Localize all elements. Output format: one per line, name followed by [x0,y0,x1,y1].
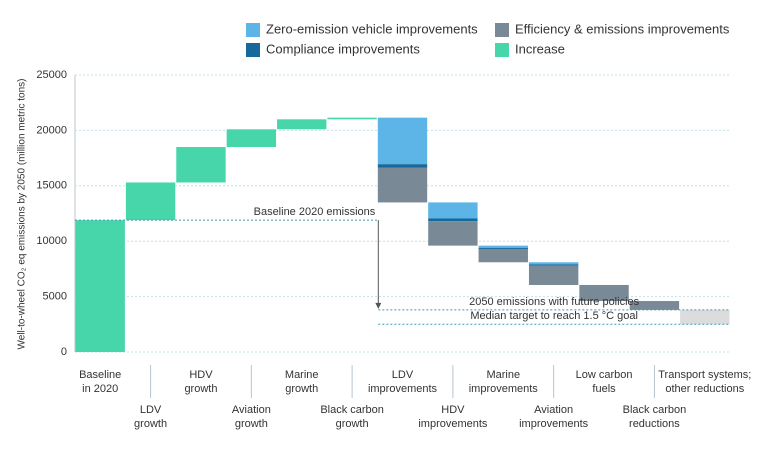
bar-segment [377,117,428,165]
legend-swatch [495,43,509,57]
x-tick-label: improvements [469,383,539,395]
y-tick-label: 15000 [36,180,67,192]
x-tick-label: Marine [285,369,319,381]
x-tick-label: growth [184,383,217,395]
bar-segment [176,147,226,183]
x-tick-label: Aviation [232,404,271,416]
bar-segment [629,301,680,310]
bar-segment [277,119,327,130]
legend-label: Efficiency & emissions improvements [515,21,730,36]
bar-segment [428,221,478,246]
legend-label: Increase [515,41,565,56]
reference-label: 2050 emissions with future policies [469,296,639,308]
bar-segment [478,245,528,248]
x-tick-label: Marine [486,369,520,381]
x-tick-label: growth [285,383,318,395]
x-tick-label: LDV [392,369,414,381]
x-tick-label: LDV [140,404,162,416]
bar-segment [579,284,629,302]
x-tick-label: Aviation [534,404,573,416]
bar-segment [478,248,528,263]
y-tick-label: 10000 [36,235,67,247]
y-tick-label: 25000 [36,69,67,81]
x-tick-label: HDV [189,369,213,381]
x-tick-label: Black carbon [320,404,384,416]
bar-segment [75,220,125,352]
y-axis-label: Well-to-wheel CO₂ eq emissions by 2050 (… [17,78,28,349]
reference-label: Baseline 2020 emissions [254,206,376,218]
bar-segment [327,117,377,120]
x-tick-label: HDV [441,404,465,416]
bar-segment [428,202,478,219]
x-tick-label: growth [336,418,369,430]
bar-segment [377,164,428,168]
bar-segment [377,167,428,203]
x-tick-label: Low carbon [576,369,633,381]
x-tick-label: other reductions [665,383,744,395]
legend-swatch [495,23,509,37]
x-tick-label: growth [134,418,167,430]
bar-segment [528,262,579,265]
legend-label: Zero-emission vehicle improvements [266,21,478,36]
bar-segment [528,265,579,285]
x-tick-label: in 2020 [82,383,118,395]
bar-segment [226,129,277,148]
y-tick-label: 0 [61,346,67,358]
x-tick-label: improvements [418,418,488,430]
x-tick-label: improvements [368,383,438,395]
legend-label: Compliance improvements [266,41,420,56]
x-tick-label: Transport systems; [658,369,751,381]
y-tick-label: 5000 [43,291,67,303]
legend-swatch [246,23,260,37]
bar-segment [428,218,478,222]
x-tick-label: Black carbon [623,404,687,416]
reference-label: Median target to reach 1.5 °C goal [470,310,638,322]
bar-segment [528,264,579,266]
x-tick-label: Baseline [79,369,121,381]
x-tick-label: growth [235,418,268,430]
x-tick-label: reductions [629,418,680,430]
x-tick-label: improvements [519,418,589,430]
bar-segment [125,182,176,221]
y-tick-label: 20000 [36,124,67,136]
bar-segment [478,247,528,249]
x-tick-label: fuels [592,383,616,395]
bar-segment [680,309,730,325]
arrow-head [375,302,382,309]
legend-swatch [246,43,260,57]
